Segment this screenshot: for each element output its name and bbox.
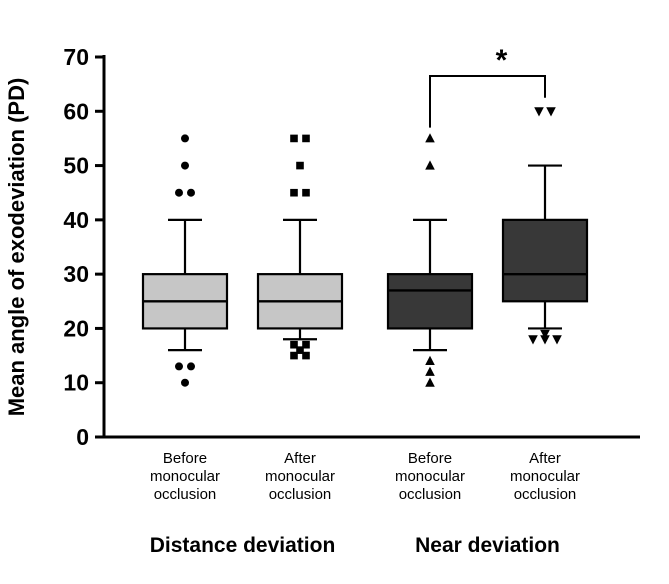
category-label: monocular: [150, 468, 220, 485]
y-tick-label: 50: [63, 153, 89, 179]
outlier-square-marker: [302, 340, 310, 349]
outlier-circle-marker: [175, 188, 183, 197]
outlier-circle-marker: [187, 188, 195, 197]
outlier-triangle-up-marker: [425, 133, 435, 143]
y-tick-label: 60: [63, 98, 89, 124]
outlier-triangle-down-marker: [540, 329, 550, 340]
category-label: After: [284, 450, 316, 467]
outlier-triangle-down-marker: [540, 335, 550, 345]
category-label: Before: [163, 450, 207, 467]
outlier-circle-marker: [181, 161, 189, 170]
box-rect: [386, 273, 474, 330]
y-tick-label: 10: [63, 370, 89, 396]
outlier-triangle-down-marker: [552, 335, 562, 345]
outlier-triangle-down-marker: [546, 107, 556, 117]
outlier-square-marker: [296, 161, 304, 170]
category-label: occlusion: [399, 486, 462, 503]
outlier-circle-marker: [181, 134, 189, 143]
category-label: monocular: [510, 468, 580, 485]
y-tick-label: 20: [63, 315, 89, 341]
outlier-square-marker: [296, 346, 304, 354]
outlier-square-marker: [302, 188, 310, 197]
group-label: Distance deviation: [150, 534, 336, 557]
outlier-triangle-up-marker: [425, 355, 435, 365]
category-label: occlusion: [154, 486, 217, 503]
outlier-triangle-up-marker: [425, 377, 435, 387]
outlier-triangle-up-marker: [425, 160, 435, 170]
outlier-triangle-down-marker: [534, 107, 544, 117]
outlier-square-marker: [290, 351, 298, 360]
box-rect: [501, 218, 589, 303]
outlier-square-marker: [302, 134, 310, 143]
outlier-triangle-up-marker: [425, 366, 435, 376]
outlier-triangle-down-marker: [528, 335, 538, 345]
significance-bracket: [429, 75, 546, 128]
y-tick-label: 70: [63, 44, 89, 70]
significance-asterisk: *: [496, 44, 508, 77]
outlier-square-marker: [302, 351, 310, 360]
outlier-square-marker: [290, 188, 298, 197]
y-tick-label: 0: [76, 424, 89, 450]
outlier-circle-marker: [175, 362, 183, 371]
outlier-circle-marker: [181, 378, 189, 387]
y-axis-title: Mean angle of exodeviation (PD): [4, 78, 29, 417]
outlier-square-marker: [290, 340, 298, 349]
category-label: After: [529, 450, 561, 467]
outlier-square-marker: [290, 134, 298, 143]
category-label: occlusion: [269, 486, 332, 503]
category-label: Before: [408, 450, 452, 467]
category-label: occlusion: [514, 486, 577, 503]
group-label: Near deviation: [415, 534, 560, 557]
y-tick-label: 30: [63, 261, 89, 287]
outlier-circle-marker: [187, 362, 195, 371]
y-tick-label: 40: [63, 207, 89, 233]
category-label: monocular: [395, 468, 465, 485]
category-label: monocular: [265, 468, 335, 485]
